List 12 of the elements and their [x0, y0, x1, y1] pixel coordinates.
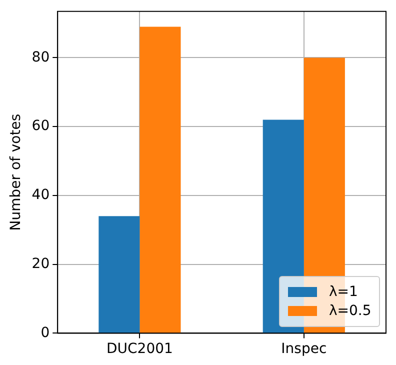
y-tick-label: 20	[32, 256, 50, 272]
y-tick-label: 80	[32, 49, 50, 66]
y-tick-label: 0	[40, 324, 50, 341]
x-tick-label: Inspec	[281, 341, 327, 358]
bar	[140, 26, 181, 333]
y-tick-label: 40	[32, 187, 50, 204]
legend-label: λ=0.5	[329, 303, 372, 320]
x-tick-label: DUC2001	[106, 341, 173, 358]
legend-label: λ=1	[329, 284, 358, 300]
bar	[98, 216, 140, 333]
y-axis-title: Number of votes	[8, 114, 24, 231]
y-tick-label: 60	[32, 118, 50, 134]
